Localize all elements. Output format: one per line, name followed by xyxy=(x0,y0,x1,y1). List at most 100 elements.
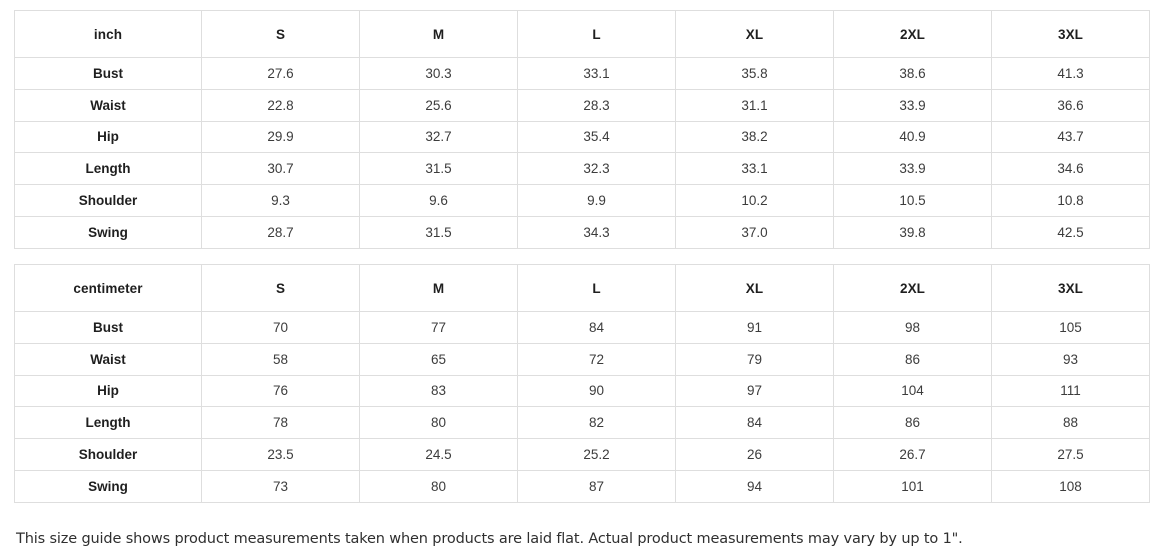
cell-value: 83 xyxy=(359,374,518,408)
cell-value: 26.7 xyxy=(833,438,992,471)
cell-value: 24.5 xyxy=(359,438,518,471)
cell-value: 32.7 xyxy=(359,120,518,154)
cell-value: 22.8 xyxy=(201,88,360,122)
size-header-l: L xyxy=(517,264,676,312)
cell-value: 42.5 xyxy=(991,215,1150,249)
cell-value: 97 xyxy=(675,374,834,408)
size-header-2xl: 2XL xyxy=(833,10,992,58)
table-row: Hip 29.9 32.7 35.4 38.2 40.9 43.7 xyxy=(14,120,1150,154)
cell-value: 94 xyxy=(675,469,834,503)
table-row: Hip 76 83 90 97 104 111 xyxy=(14,374,1150,408)
cell-value: 34.6 xyxy=(991,152,1150,186)
row-label-length: Length xyxy=(14,152,202,186)
centimeter-size-table-container: centimeter S M L XL 2XL 3XL Bust 70 77 8… xyxy=(14,264,1150,503)
cell-value: 111 xyxy=(991,374,1150,408)
inch-size-table-container: inch S M L XL 2XL 3XL Bust 27.6 30.3 33.… xyxy=(14,10,1150,249)
cell-value: 80 xyxy=(359,406,518,440)
cell-value: 88 xyxy=(991,406,1150,440)
cell-value: 72 xyxy=(517,342,676,376)
inch-table-header: inch S M L XL 2XL 3XL xyxy=(14,10,1150,58)
row-label-hip: Hip xyxy=(14,374,202,408)
cell-value: 32.3 xyxy=(517,152,676,186)
cell-value: 28.7 xyxy=(201,215,360,249)
cell-value: 70 xyxy=(201,311,360,344)
table-row: Bust 27.6 30.3 33.1 35.8 38.6 41.3 xyxy=(14,57,1150,90)
size-header-3xl: 3XL xyxy=(991,264,1150,312)
cell-value: 9.3 xyxy=(201,184,360,217)
size-header-3xl: 3XL xyxy=(991,10,1150,58)
size-header-m: M xyxy=(359,10,518,58)
table-header-row: centimeter S M L XL 2XL 3XL xyxy=(14,264,1150,312)
size-header-xl: XL xyxy=(675,264,834,312)
inch-table-body: Bust 27.6 30.3 33.1 35.8 38.6 41.3 Waist… xyxy=(14,57,1150,249)
row-label-waist: Waist xyxy=(14,342,202,376)
row-label-bust: Bust xyxy=(14,311,202,344)
cell-value: 86 xyxy=(833,406,992,440)
cell-value: 10.5 xyxy=(833,184,992,217)
row-label-bust: Bust xyxy=(14,57,202,90)
size-header-l: L xyxy=(517,10,676,58)
cell-value: 30.3 xyxy=(359,57,518,90)
cell-value: 33.9 xyxy=(833,88,992,122)
row-label-swing: Swing xyxy=(14,469,202,503)
size-header-2xl: 2XL xyxy=(833,264,992,312)
cell-value: 38.2 xyxy=(675,120,834,154)
cell-value: 10.2 xyxy=(675,184,834,217)
unit-header-inch: inch xyxy=(14,10,202,58)
cell-value: 76 xyxy=(201,374,360,408)
cell-value: 33.9 xyxy=(833,152,992,186)
size-header-xl: XL xyxy=(675,10,834,58)
row-label-shoulder: Shoulder xyxy=(14,184,202,217)
size-header-m: M xyxy=(359,264,518,312)
cell-value: 9.9 xyxy=(517,184,676,217)
cell-value: 40.9 xyxy=(833,120,992,154)
cell-value: 25.2 xyxy=(517,438,676,471)
row-label-hip: Hip xyxy=(14,120,202,154)
table-row: Length 78 80 82 84 86 88 xyxy=(14,406,1150,440)
cell-value: 34.3 xyxy=(517,215,676,249)
cell-value: 90 xyxy=(517,374,676,408)
table-row: Shoulder 9.3 9.6 9.9 10.2 10.5 10.8 xyxy=(14,184,1150,217)
cell-value: 41.3 xyxy=(991,57,1150,90)
cell-value: 28.3 xyxy=(517,88,676,122)
row-label-length: Length xyxy=(14,406,202,440)
cell-value: 31.5 xyxy=(359,152,518,186)
centimeter-size-table: centimeter S M L XL 2XL 3XL Bust 70 77 8… xyxy=(14,264,1150,503)
unit-header-centimeter: centimeter xyxy=(14,264,202,312)
table-row: Waist 22.8 25.6 28.3 31.1 33.9 36.6 xyxy=(14,88,1150,122)
cell-value: 33.1 xyxy=(517,57,676,90)
cell-value: 58 xyxy=(201,342,360,376)
cell-value: 33.1 xyxy=(675,152,834,186)
cell-value: 27.6 xyxy=(201,57,360,90)
inch-size-table: inch S M L XL 2XL 3XL Bust 27.6 30.3 33.… xyxy=(14,10,1150,249)
row-label-waist: Waist xyxy=(14,88,202,122)
cell-value: 91 xyxy=(675,311,834,344)
centimeter-table-body: Bust 70 77 84 91 98 105 Waist 58 65 72 7… xyxy=(14,311,1150,503)
cell-value: 26 xyxy=(675,438,834,471)
cell-value: 25.6 xyxy=(359,88,518,122)
size-guide-footnote: This size guide shows product measuremen… xyxy=(16,531,963,547)
cell-value: 10.8 xyxy=(991,184,1150,217)
table-row: Swing 73 80 87 94 101 108 xyxy=(14,469,1150,503)
table-row: Length 30.7 31.5 32.3 33.1 33.9 34.6 xyxy=(14,152,1150,186)
cell-value: 78 xyxy=(201,406,360,440)
size-header-s: S xyxy=(201,10,360,58)
cell-value: 104 xyxy=(833,374,992,408)
size-header-s: S xyxy=(201,264,360,312)
table-row: Swing 28.7 31.5 34.3 37.0 39.8 42.5 xyxy=(14,215,1150,249)
cell-value: 27.5 xyxy=(991,438,1150,471)
cell-value: 23.5 xyxy=(201,438,360,471)
cell-value: 84 xyxy=(517,311,676,344)
cell-value: 79 xyxy=(675,342,834,376)
cell-value: 80 xyxy=(359,469,518,503)
cell-value: 31.5 xyxy=(359,215,518,249)
cell-value: 29.9 xyxy=(201,120,360,154)
cell-value: 105 xyxy=(991,311,1150,344)
cell-value: 39.8 xyxy=(833,215,992,249)
table-row: Shoulder 23.5 24.5 25.2 26 26.7 27.5 xyxy=(14,438,1150,471)
table-row: Waist 58 65 72 79 86 93 xyxy=(14,342,1150,376)
table-row: Bust 70 77 84 91 98 105 xyxy=(14,311,1150,344)
cell-value: 86 xyxy=(833,342,992,376)
cell-value: 35.4 xyxy=(517,120,676,154)
cell-value: 77 xyxy=(359,311,518,344)
